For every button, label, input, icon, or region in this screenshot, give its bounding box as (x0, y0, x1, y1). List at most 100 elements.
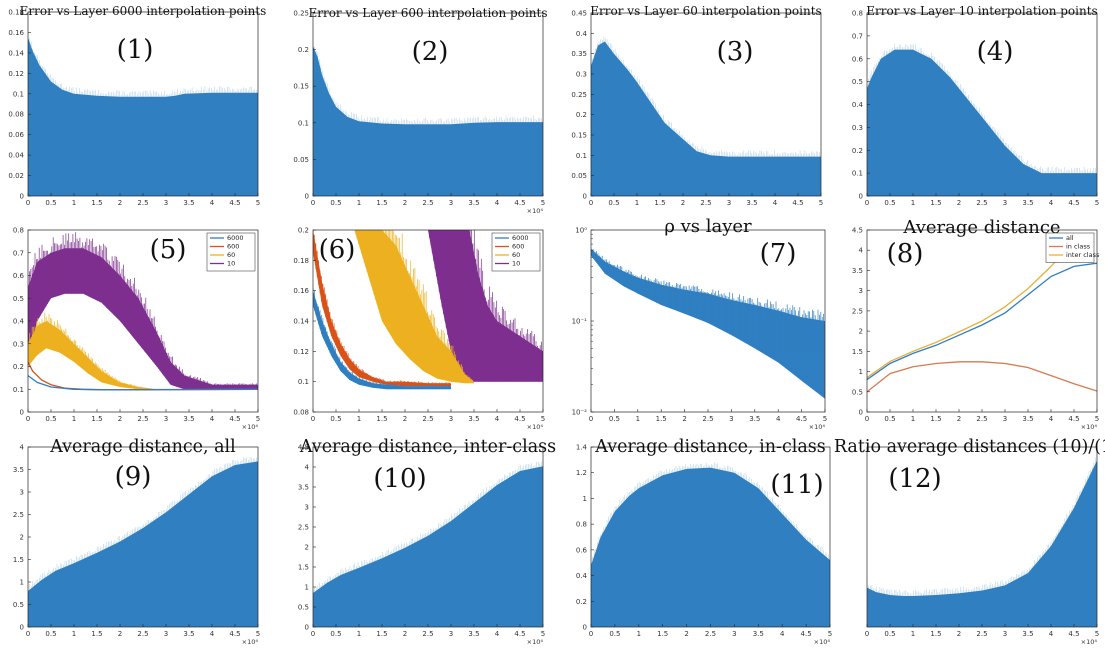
x-tick-label: 4 (776, 415, 781, 423)
y-tick-label: 0.14 (8, 49, 24, 57)
y-tick-label: 0 (583, 624, 587, 632)
x-tick-label: 2.5 (705, 630, 716, 638)
plot-area (591, 36, 821, 196)
chart-panel-8: 0 0.5 1 1.5 2 2.5 3 3.5 4 4.5 5×10⁴ 0 0.5 1 1.5 2 2.5 3 3.… (852, 217, 1100, 431)
y-tick-label: 0.4 (576, 30, 588, 38)
plot-area (28, 457, 258, 627)
x-tick-label: 4.5 (229, 630, 240, 638)
series-all-line (867, 262, 1097, 381)
x-exponent-label: ×10⁴ (809, 423, 826, 431)
y-tick-label: 2.5 (852, 307, 863, 315)
panel-number: (6) (319, 235, 356, 265)
x-exponent-label: ×10⁴ (1081, 423, 1098, 431)
x-tick-label: 0.5 (45, 199, 56, 207)
x-tick-label: 3 (164, 630, 168, 638)
x-tick-label: 0.5 (45, 415, 56, 423)
x-tick-label: 1.5 (91, 415, 102, 423)
x-tick-label: 4.5 (1068, 630, 1079, 638)
series-60-band (354, 230, 474, 384)
series-6000-line (28, 375, 258, 391)
y-tick-label: 0.02 (8, 172, 24, 180)
x-tick-label: 3 (449, 415, 453, 423)
panel-number: (1) (117, 35, 154, 65)
x-tick-label: 4.5 (801, 630, 812, 638)
x-tick-label: 2 (957, 199, 961, 207)
x-tick-label: 0 (865, 199, 869, 207)
x-tick-label: 5 (1095, 199, 1099, 207)
x-tick-label: 1.5 (91, 630, 102, 638)
chart-title: Average distance, inter-class (299, 437, 556, 457)
x-tick-label: 0.5 (884, 199, 895, 207)
x-tick-label: 1 (357, 415, 361, 423)
x-tick-label: 0 (311, 199, 315, 207)
x-tick-label: 1.5 (654, 199, 665, 207)
y-tick-label: 0.7 (13, 249, 24, 257)
y-tick-label: 0.16 (293, 287, 309, 295)
x-tick-label: 5 (256, 630, 260, 638)
y-tick-label: 0.7 (852, 32, 863, 40)
x-tick-label: 4 (780, 630, 785, 638)
x-tick-label: 3 (449, 630, 453, 638)
x-exponent-label: ×10⁴ (527, 638, 544, 646)
y-tick-label: 4 (859, 247, 864, 255)
x-tick-label: 2.5 (422, 199, 433, 207)
y-tick-label: 4.5 (298, 444, 309, 452)
y-tick-label: 0.8 (13, 227, 24, 235)
legend-box (206, 232, 256, 272)
x-tick-label: 2.5 (976, 199, 987, 207)
chart-panel-6: 0 0.5 1 1.5 2 2.5 3 3.5 4 4.5 5×10⁴ 0.08 0.1 0.12 0.14… (293, 227, 545, 432)
chart-title: Error vs Layer 60 interpolation points (590, 4, 821, 18)
y-tick-label: 0.1 (13, 386, 24, 394)
x-tick-label: 4 (495, 630, 500, 638)
x-tick-label: 3.5 (468, 199, 479, 207)
x-tick-label: 0 (311, 630, 315, 638)
y-tick-label: 0.2 (852, 147, 863, 155)
x-tick-label: 3 (164, 199, 168, 207)
x-tick-label: 2.5 (422, 630, 433, 638)
plot-area (313, 461, 543, 627)
x-tick-label: 0.5 (884, 415, 895, 423)
legend-label: 6000 (512, 234, 529, 242)
x-tick-label: 0.5 (609, 415, 620, 423)
x-tick-label: 1.5 (376, 199, 387, 207)
x-tick-label: 5 (828, 630, 832, 638)
x-tick-label: 1.5 (376, 415, 387, 423)
series-11-area (591, 467, 830, 627)
y-tick-label: 2 (20, 534, 24, 542)
x-tick-label: 1 (911, 415, 915, 423)
y-tick-label: 0.1 (13, 90, 24, 98)
y-tick-label: 0.4 (13, 318, 25, 326)
x-tick-label: 3.5 (183, 630, 194, 638)
series-1-area (28, 37, 258, 196)
x-tick-label: 2 (403, 199, 407, 207)
y-tick-label: 0.8 (576, 521, 587, 529)
y-tick-label: 0.25 (293, 10, 309, 18)
y-tick-label: 0.3 (13, 340, 24, 348)
x-tick-label: 2 (682, 415, 686, 423)
x-exponent-label: ×10⁴ (527, 207, 544, 215)
y-tick-label: 1.4 (576, 444, 588, 452)
x-tick-label: 5 (541, 630, 545, 638)
x-tick-label: 3.5 (183, 415, 194, 423)
x-exponent-label: ×10⁴ (242, 638, 259, 646)
y-tick-label: 1 (20, 579, 24, 587)
x-tick-label: 0 (589, 199, 593, 207)
y-tick-label: 2 (305, 544, 309, 552)
y-tick-label: 0.6 (13, 272, 25, 280)
y-tick-label: 0.5 (13, 601, 24, 609)
x-tick-label: 4 (1049, 630, 1054, 638)
x-tick-label: 4 (495, 415, 500, 423)
x-exponent-label: ×10⁴ (1081, 638, 1098, 646)
x-tick-label: 2 (118, 415, 122, 423)
legend-label: 60 (512, 251, 520, 259)
panel-number: (9) (115, 462, 152, 492)
y-tick-label: 3.5 (852, 267, 863, 275)
series-2-area (313, 45, 543, 196)
series-10-area (313, 466, 543, 627)
x-exponent-label: ×10⁴ (814, 638, 831, 646)
x-tick-label: 3.5 (753, 630, 764, 638)
x-tick-label: 4.5 (229, 415, 240, 423)
x-tick-label: 3.5 (468, 415, 479, 423)
chart-title: Error vs Layer 10 interpolation points (866, 4, 1097, 18)
